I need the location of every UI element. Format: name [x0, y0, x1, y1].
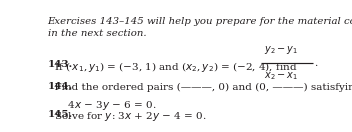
Text: 4$x$ − 3$y$ − 6 = 0.: 4$x$ − 3$y$ − 6 = 0. [61, 99, 157, 112]
Text: Find the ordered pairs (———, 0) and (0, ———) satisfying: Find the ordered pairs (———, 0) and (0, … [48, 82, 352, 91]
Text: Solve for $y$: 3$x$ + 2$y$ − 4 = 0.: Solve for $y$: 3$x$ + 2$y$ − 4 = 0. [48, 110, 206, 123]
Text: 144.: 144. [48, 82, 73, 91]
Text: Exercises 143–145 will help you prepare for the material covered
in the next sec: Exercises 143–145 will help you prepare … [48, 17, 352, 38]
Text: $y_2 - y_1$: $y_2 - y_1$ [264, 44, 298, 56]
Text: .: . [314, 59, 317, 68]
Text: 145.: 145. [48, 110, 73, 119]
Text: 143.: 143. [48, 60, 73, 69]
Text: If ( $x_1$, $y_1$) = (−3, 1) and ($x_2$, $y_2$) = (−2, 4), find: If ( $x_1$, $y_1$) = (−3, 1) and ($x_2$,… [48, 60, 297, 74]
Text: $x_2 - x_1$: $x_2 - x_1$ [264, 70, 298, 81]
